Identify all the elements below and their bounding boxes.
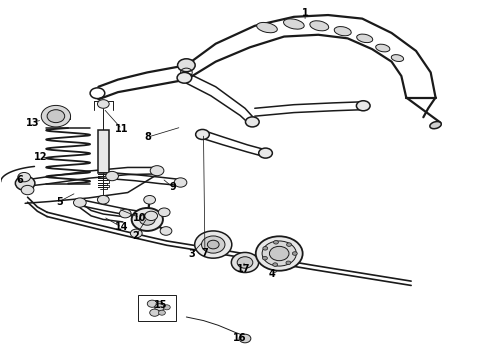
Text: 15: 15 <box>154 300 168 310</box>
Text: 4: 4 <box>269 269 275 279</box>
Bar <box>139 295 175 321</box>
Circle shape <box>120 209 131 218</box>
Circle shape <box>74 198 86 207</box>
Text: 8: 8 <box>145 132 152 142</box>
Circle shape <box>256 236 303 271</box>
Circle shape <box>263 256 268 260</box>
Circle shape <box>160 227 172 235</box>
Circle shape <box>156 301 163 306</box>
Circle shape <box>259 148 272 158</box>
Circle shape <box>163 305 170 310</box>
Circle shape <box>132 208 163 231</box>
Text: 14: 14 <box>115 222 128 232</box>
Text: 9: 9 <box>170 182 176 192</box>
Circle shape <box>21 185 34 195</box>
Ellipse shape <box>357 34 373 42</box>
Circle shape <box>98 100 109 108</box>
Ellipse shape <box>392 55 404 62</box>
Text: 6: 6 <box>16 175 23 185</box>
Text: 12: 12 <box>34 152 48 162</box>
Text: 5: 5 <box>56 197 63 207</box>
Circle shape <box>144 195 155 204</box>
Text: 10: 10 <box>133 213 147 222</box>
Circle shape <box>155 304 164 311</box>
Circle shape <box>286 261 291 265</box>
Text: 2: 2 <box>133 231 140 240</box>
Circle shape <box>237 257 253 268</box>
Circle shape <box>262 241 296 266</box>
Text: 13: 13 <box>25 118 39 128</box>
Circle shape <box>273 263 278 266</box>
Ellipse shape <box>310 21 329 31</box>
Ellipse shape <box>257 22 277 33</box>
Bar <box>98 130 109 173</box>
Circle shape <box>207 240 219 249</box>
Circle shape <box>177 72 192 83</box>
Circle shape <box>145 211 158 221</box>
Circle shape <box>273 240 278 244</box>
Circle shape <box>150 166 164 176</box>
Circle shape <box>201 236 225 253</box>
Ellipse shape <box>430 122 441 129</box>
Circle shape <box>150 309 159 316</box>
Circle shape <box>356 101 370 111</box>
Circle shape <box>177 59 195 72</box>
Circle shape <box>106 171 119 181</box>
Text: 11: 11 <box>115 124 128 134</box>
Ellipse shape <box>334 27 351 36</box>
Text: 16: 16 <box>233 333 247 343</box>
Circle shape <box>195 231 232 258</box>
Text: 7: 7 <box>201 248 208 258</box>
Circle shape <box>245 117 259 127</box>
Circle shape <box>98 195 109 204</box>
Circle shape <box>15 176 35 190</box>
Circle shape <box>41 105 71 127</box>
Bar <box>42 116 70 119</box>
Circle shape <box>196 130 209 139</box>
Ellipse shape <box>284 19 304 29</box>
Ellipse shape <box>376 44 390 52</box>
Circle shape <box>239 334 251 343</box>
Circle shape <box>147 300 157 307</box>
Circle shape <box>47 110 65 123</box>
Circle shape <box>158 208 170 217</box>
Circle shape <box>293 252 297 255</box>
Circle shape <box>130 229 142 238</box>
Circle shape <box>231 252 259 273</box>
Text: 3: 3 <box>189 248 196 258</box>
Circle shape <box>174 178 187 187</box>
Text: 1: 1 <box>302 8 309 18</box>
Circle shape <box>263 247 268 250</box>
Circle shape <box>270 246 289 261</box>
Circle shape <box>140 214 155 225</box>
Circle shape <box>159 310 165 315</box>
Text: 17: 17 <box>237 264 251 274</box>
Circle shape <box>287 243 292 246</box>
Circle shape <box>18 172 30 182</box>
